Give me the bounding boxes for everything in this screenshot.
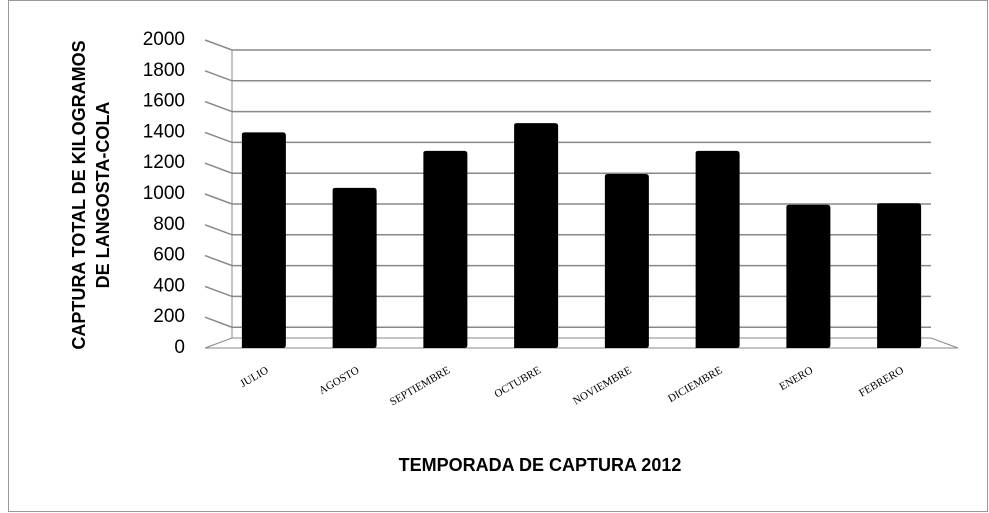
y-tick-label: 600 [153,245,185,266]
floor [204,337,959,349]
grid-line [204,39,931,51]
y-axis-title-line: CAPTURA TOTAL DE KILOGRAMOS [69,40,89,349]
y-axis-title-line: DE LANGOSTA-COLA [93,102,113,289]
x-axis-title: TEMPORADA DE CAPTURA 2012 [399,455,682,475]
bar [332,187,377,348]
bar-body [604,173,649,348]
bar-body [514,123,559,348]
bar [786,204,831,348]
bar [695,150,740,348]
bar [423,150,468,348]
y-tick-label: 200 [153,306,185,327]
y-axis-title: CAPTURA TOTAL DE KILOGRAMOS DE LANGOSTA-… [69,40,113,349]
y-tick-label: 2000 [143,29,185,50]
bar-body [241,132,286,348]
grid-line [204,131,931,144]
y-tick-label: 1600 [143,91,185,112]
bar-body [332,187,377,348]
grid-line [204,100,931,113]
y-tick-label: 1800 [143,60,185,81]
bar [877,203,922,348]
bar [604,173,649,348]
bar [514,123,559,348]
bar-body [786,204,831,348]
bar-body [695,150,740,348]
y-tick-label: 400 [153,275,185,296]
bar [241,132,286,348]
bar-body [423,150,468,348]
y-tick-label: 1000 [143,183,185,204]
y-tick-label: 1200 [143,152,185,173]
bar-body [877,203,922,348]
y-tick-label: 1400 [143,121,185,142]
grid-line [204,70,931,82]
y-tick-label: 0 [174,337,185,358]
y-tick-label: 800 [153,214,185,235]
